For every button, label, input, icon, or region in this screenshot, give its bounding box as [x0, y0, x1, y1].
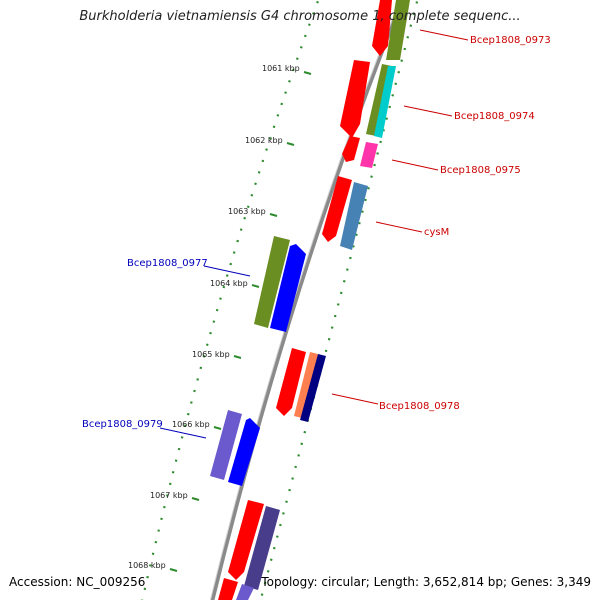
- gene-label-bcep1808-0974[interactable]: Bcep1808_0974: [454, 111, 535, 122]
- gene-arrow-red[interactable]: [322, 176, 352, 242]
- gene-arrow-blue[interactable]: [270, 244, 306, 332]
- gene-arrow-red[interactable]: [372, 0, 392, 56]
- kbp-label: 1068 kbp: [128, 561, 166, 570]
- guide-lines: [141, 0, 419, 600]
- kbp-tick: [191, 497, 200, 501]
- gene-label-bcep1808-0979[interactable]: Bcep1808_0979: [82, 419, 163, 430]
- gene-arrow-darkslateblue[interactable]: [244, 506, 280, 590]
- gene-arrow-magenta[interactable]: [360, 142, 378, 168]
- leader-line: [391, 159, 439, 171]
- gene-arrow-navy[interactable]: [300, 354, 326, 422]
- chromosome-backbone: [210, 0, 405, 600]
- leader-line: [375, 221, 423, 233]
- kbp-tick: [169, 568, 178, 572]
- gene-features: [210, 0, 410, 600]
- gene-arrow-slateblue[interactable]: [236, 584, 254, 600]
- gene-arrow-red[interactable]: [340, 60, 370, 138]
- accession-text: Accession: NC_009256: [9, 575, 146, 589]
- kbp-label: 1062 kbp: [245, 136, 283, 145]
- gene-arrow-blue[interactable]: [228, 418, 260, 486]
- gene-label-bcep1808-0978[interactable]: Bcep1808_0978: [379, 401, 460, 412]
- gene-label-bcep1808-0977[interactable]: Bcep1808_0977: [127, 258, 208, 269]
- kbp-label: 1064 kbp: [210, 279, 248, 288]
- chromosome-backbone-highlight: [209, 0, 401, 600]
- kbp-label: 1065 kbp: [192, 350, 230, 359]
- kbp-tick: [233, 355, 242, 359]
- genome-summary-text: Topology: circular; Length: 3,652,814 bp…: [261, 575, 591, 589]
- gene-label-cysm[interactable]: cysM: [424, 227, 449, 238]
- gene-arrow-cyan[interactable]: [374, 66, 396, 138]
- gene-label-bcep1808-0975[interactable]: Bcep1808_0975: [440, 165, 521, 176]
- leader-line: [419, 29, 469, 41]
- kbp-label: 1067 kbp: [150, 491, 188, 500]
- leader-line: [159, 427, 207, 439]
- gene-arrow-olive[interactable]: [254, 236, 290, 328]
- gene-arrow-red[interactable]: [342, 136, 360, 162]
- gene-arrow-red[interactable]: [228, 500, 264, 580]
- gene-arrow-steelblue[interactable]: [340, 182, 368, 250]
- kbp-tick: [286, 142, 295, 146]
- kbp-label: 1063 kbp: [228, 207, 266, 216]
- kbp-tick: [213, 426, 222, 430]
- gene-arrow-olive[interactable]: [386, 0, 410, 60]
- gene-arrow-red[interactable]: [276, 348, 306, 416]
- kbp-label: 1066 kbp: [172, 420, 210, 429]
- gene-arrow-red[interactable]: [218, 578, 238, 600]
- gene-arrow-salmon[interactable]: [294, 352, 318, 418]
- kbp-label: 1061 kbp: [262, 64, 300, 73]
- kbp-tick: [303, 71, 312, 75]
- kbp-tick: [251, 284, 260, 288]
- dotted-guide-line: [259, 0, 419, 600]
- kbp-scale: 1061 kbp 1062 kbp 1063 kbp 1064 kbp 1065…: [128, 64, 312, 572]
- leader-line: [331, 393, 379, 405]
- gene-labels: Bcep1808_0973 Bcep1808_0974 Bcep1808_097…: [82, 29, 551, 439]
- leader-line: [203, 265, 251, 277]
- leader-line: [403, 105, 453, 117]
- gene-label-bcep1808-0973[interactable]: Bcep1808_0973: [470, 35, 551, 46]
- kbp-tick: [269, 213, 278, 217]
- gene-arrow-slateblue[interactable]: [210, 410, 242, 480]
